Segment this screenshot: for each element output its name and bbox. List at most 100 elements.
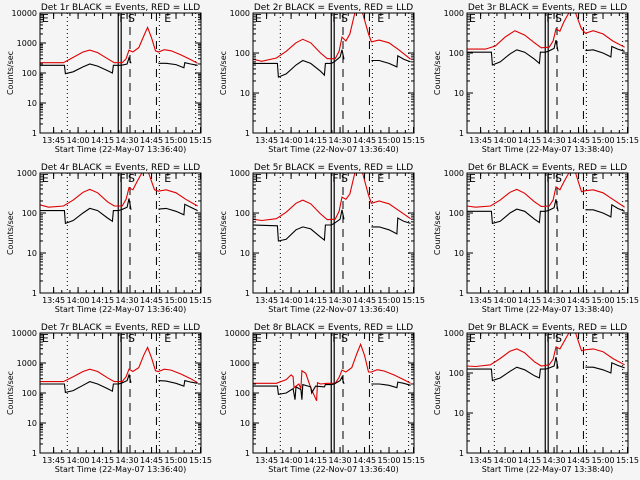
x-tick-label: 14:45 — [140, 136, 163, 145]
x-tick-label: 15:00 — [377, 136, 400, 145]
lld-series-line — [39, 346, 198, 384]
marker-letter: E — [255, 12, 262, 25]
x-tick-label: 13:45 — [255, 296, 278, 305]
x-tick-label: 14:30 — [329, 456, 352, 465]
plot-frame — [39, 172, 202, 294]
x-tick-label: 14:30 — [543, 456, 566, 465]
marker-letter: S — [341, 12, 348, 25]
y-tick-label: 100 — [449, 49, 464, 58]
x-tick-label: 14:45 — [140, 296, 163, 305]
x-axis-label: Start Time (22-May-07 13:36:40) — [55, 305, 186, 314]
marker-letter: E — [42, 332, 49, 345]
y-axis-label: Counts/sec — [6, 371, 15, 415]
plot-frame — [466, 12, 629, 134]
y-tick-label: 1 — [459, 449, 464, 458]
x-tick-label: 15:00 — [377, 456, 400, 465]
x-tick-label: 14:00 — [67, 456, 90, 465]
y-tick-label: 100 — [235, 49, 250, 58]
x-tick-label: 15:15 — [616, 296, 639, 305]
plot-frame — [252, 172, 415, 294]
x-tick-label: 14:30 — [543, 296, 566, 305]
x-tick-label: 14:00 — [280, 296, 303, 305]
x-tick-label: 15:15 — [616, 456, 639, 465]
x-tick-label: 15:15 — [189, 136, 212, 145]
marker-letter: F — [332, 172, 338, 185]
x-tick-label: 14:00 — [280, 456, 303, 465]
x-tick-label: 15:00 — [377, 296, 400, 305]
lld-series-line — [466, 12, 625, 50]
y-tick-label: 100 — [22, 389, 37, 398]
marker-letter: E — [591, 332, 598, 345]
y-axis-label: Counts/sec — [6, 51, 15, 95]
x-tick-label: 14:30 — [543, 136, 566, 145]
x-tick-label: 13:45 — [42, 136, 65, 145]
panel-title: Det 2r BLACK = Events, RED = LLD — [254, 3, 413, 13]
x-tick-label: 14:00 — [494, 296, 517, 305]
lld-series-line — [466, 172, 625, 208]
marker-letter: E — [42, 12, 49, 25]
y-tick-label: 1000 — [230, 359, 250, 368]
y-tick-label: 1000 — [17, 39, 37, 48]
panel-title: Det 6r BLACK = Events, RED = LLD — [468, 163, 627, 173]
y-tick-label: 100 — [22, 69, 37, 78]
y-tick-label: 10 — [240, 419, 250, 428]
marker-letter: F — [119, 172, 125, 185]
marker-letter: E — [164, 172, 171, 185]
marker-letter: F — [119, 12, 125, 25]
lld-series-line — [39, 25, 198, 64]
x-tick-label: 13:45 — [469, 136, 492, 145]
y-tick-label: 1000 — [17, 169, 37, 178]
y-tick-label: 1 — [245, 289, 250, 298]
marker-letter: E — [42, 172, 49, 185]
y-tick-label: 10 — [454, 89, 464, 98]
y-tick-label: 10000 — [12, 329, 37, 338]
y-tick-label: 1000 — [444, 9, 464, 18]
x-tick-label: 14:45 — [567, 456, 590, 465]
events-series-line — [466, 356, 625, 382]
y-tick-label: 10000 — [225, 329, 250, 338]
marker-letter: S — [341, 172, 348, 185]
events-series-line — [252, 49, 411, 78]
marker-letter: F — [546, 172, 552, 185]
x-axis-label: Start Time (22-May-07 13:36:40) — [55, 465, 186, 474]
x-tick-label: 15:00 — [591, 296, 614, 305]
marker-letter: S — [555, 12, 562, 25]
x-tick-label: 15:00 — [591, 136, 614, 145]
events-series-line — [252, 375, 411, 400]
y-tick-label: 1000 — [230, 9, 250, 18]
plot-frame — [252, 12, 415, 134]
marker-letter: E — [469, 12, 476, 25]
y-tick-label: 10 — [454, 249, 464, 258]
y-tick-label: 100 — [449, 209, 464, 218]
y-axis-label: Counts/sec — [219, 211, 228, 255]
panel-title: Det 5r BLACK = Events, RED = LLD — [254, 163, 413, 173]
x-tick-label: 13:45 — [469, 456, 492, 465]
marker-letter: S — [128, 332, 135, 345]
y-tick-label: 100 — [235, 209, 250, 218]
x-tick-label: 14:15 — [304, 136, 327, 145]
marker-letter: S — [555, 332, 562, 345]
panel-title: Det 7r BLACK = Events, RED = LLD — [41, 323, 200, 333]
x-tick-label: 15:00 — [164, 456, 187, 465]
x-tick-label: 15:00 — [164, 136, 187, 145]
y-axis-label: Counts/sec — [433, 211, 442, 255]
plot-frame — [466, 332, 629, 454]
y-tick-label: 1000 — [17, 359, 37, 368]
x-tick-label: 14:30 — [116, 136, 139, 145]
marker-letter: F — [546, 12, 552, 25]
x-tick-label: 14:45 — [353, 136, 376, 145]
panel-title: Det 4r BLACK = Events, RED = LLD — [41, 163, 200, 173]
y-tick-label: 1000 — [444, 169, 464, 178]
marker-letter: E — [255, 332, 262, 345]
events-series-line — [39, 372, 198, 394]
x-tick-label: 14:30 — [329, 296, 352, 305]
panel-title: Det 3r BLACK = Events, RED = LLD — [468, 3, 627, 13]
x-tick-label: 15:15 — [402, 296, 425, 305]
y-tick-label: 1 — [32, 289, 37, 298]
x-tick-label: 15:00 — [591, 456, 614, 465]
